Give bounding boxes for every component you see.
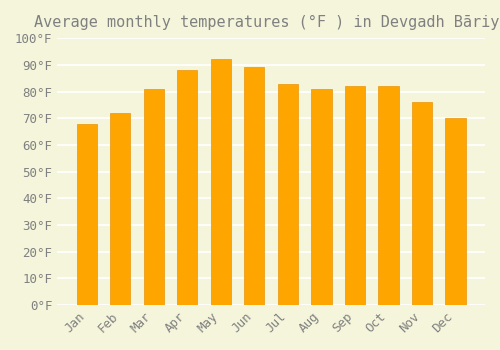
Bar — [178, 70, 198, 305]
Bar — [345, 86, 365, 305]
Bar — [278, 84, 298, 305]
Bar — [77, 124, 97, 305]
Bar — [244, 68, 264, 305]
Bar — [110, 113, 130, 305]
Bar — [378, 86, 398, 305]
Bar — [446, 118, 466, 305]
Bar — [211, 60, 231, 305]
Bar — [312, 89, 332, 305]
Bar — [144, 89, 164, 305]
Bar — [412, 102, 432, 305]
Title: Average monthly temperatures (°F ) in Devgadh Bāriya: Average monthly temperatures (°F ) in De… — [34, 15, 500, 30]
